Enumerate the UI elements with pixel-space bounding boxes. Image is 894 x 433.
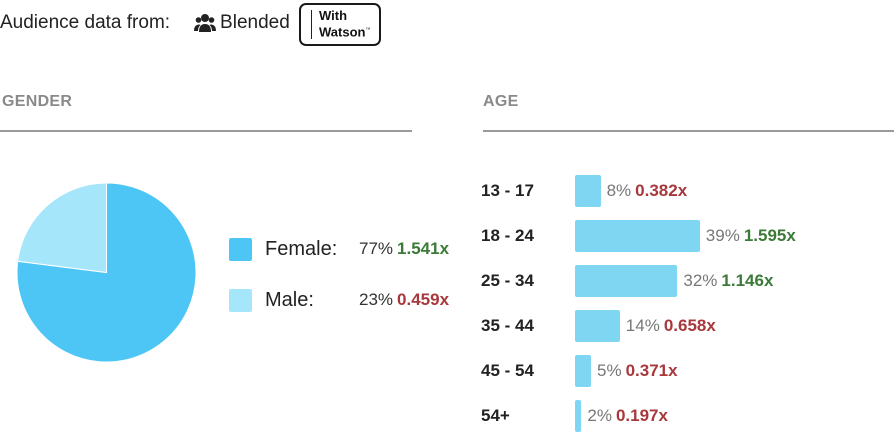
- age-row: 13 - 17 8% 0.382x: [481, 174, 687, 208]
- gender-divider: [0, 130, 412, 132]
- group-icon: [194, 13, 217, 33]
- audience-source-label: Audience data from:: [0, 12, 171, 33]
- watson-line-1: With: [319, 8, 348, 24]
- blended-option[interactable]: Blended: [194, 12, 290, 34]
- age-title: AGE: [483, 93, 519, 110]
- watson-divider: [311, 10, 312, 39]
- age-row: 35 - 44 14% 0.658x: [481, 309, 716, 343]
- age-pct: 2%: [587, 406, 612, 425]
- age-pct: 14%: [625, 316, 660, 335]
- age-bar: [575, 265, 678, 297]
- age-label: 45 - 54: [481, 361, 534, 380]
- male-swatch: [229, 288, 252, 312]
- age-pct: 39%: [705, 226, 740, 245]
- age-row: 25 - 34 32% 1.146x: [481, 264, 773, 298]
- legend-index-male: 0.459x: [397, 290, 450, 309]
- pie-slice-male: [17, 182, 107, 274]
- age-label: 35 - 44: [481, 316, 534, 335]
- age-row: 45 - 54 5% 0.371x: [481, 354, 678, 388]
- age-pct: 8%: [606, 181, 632, 200]
- age-index: 0.382x: [635, 181, 688, 200]
- legend-index-female: 1.541x: [397, 239, 450, 258]
- age-label: 18 - 24: [481, 226, 534, 245]
- age-label: 25 - 34: [481, 271, 534, 290]
- age-label: 54+: [481, 406, 510, 425]
- age-bar: [575, 310, 620, 342]
- age-index: 0.658x: [663, 316, 716, 335]
- legend-pct-male: 23%: [359, 290, 394, 309]
- female-swatch: [229, 237, 252, 261]
- age-index: 1.595x: [743, 226, 796, 245]
- age-divider: [483, 130, 894, 132]
- legend-row-male: Male: 23% 0.459x: [229, 287, 449, 313]
- age-row: 18 - 24 39% 1.595x: [481, 219, 796, 253]
- age-label: 13 - 17: [481, 181, 534, 200]
- gender-pie-chart: [16, 182, 197, 363]
- watson-line-2: Watson™: [319, 24, 371, 40]
- age-bar: [575, 220, 700, 252]
- age-bar: [575, 400, 582, 432]
- watson-logo: With Watson™: [319, 9, 370, 39]
- age-bar: [575, 175, 601, 207]
- blended-label: Blended: [220, 12, 290, 33]
- legend-label-male: Male:: [265, 288, 314, 311]
- legend-row-female: Female: 77% 1.541x: [229, 236, 449, 262]
- gender-title: GENDER: [2, 93, 73, 110]
- legend-label-female: Female:: [265, 237, 338, 260]
- age-bar: [575, 355, 591, 387]
- with-watson-button[interactable]: With Watson™: [299, 3, 381, 46]
- age-index: 0.371x: [625, 361, 678, 380]
- age-index: 1.146x: [721, 271, 774, 290]
- age-row: 54+ 2% 0.197x: [481, 399, 668, 433]
- legend-pct-female: 77%: [359, 239, 394, 258]
- audience-source-row: Audience data from: Blended: [0, 8, 290, 38]
- age-index: 0.197x: [615, 406, 668, 425]
- age-pct: 32%: [683, 271, 718, 290]
- age-pct: 5%: [597, 361, 622, 380]
